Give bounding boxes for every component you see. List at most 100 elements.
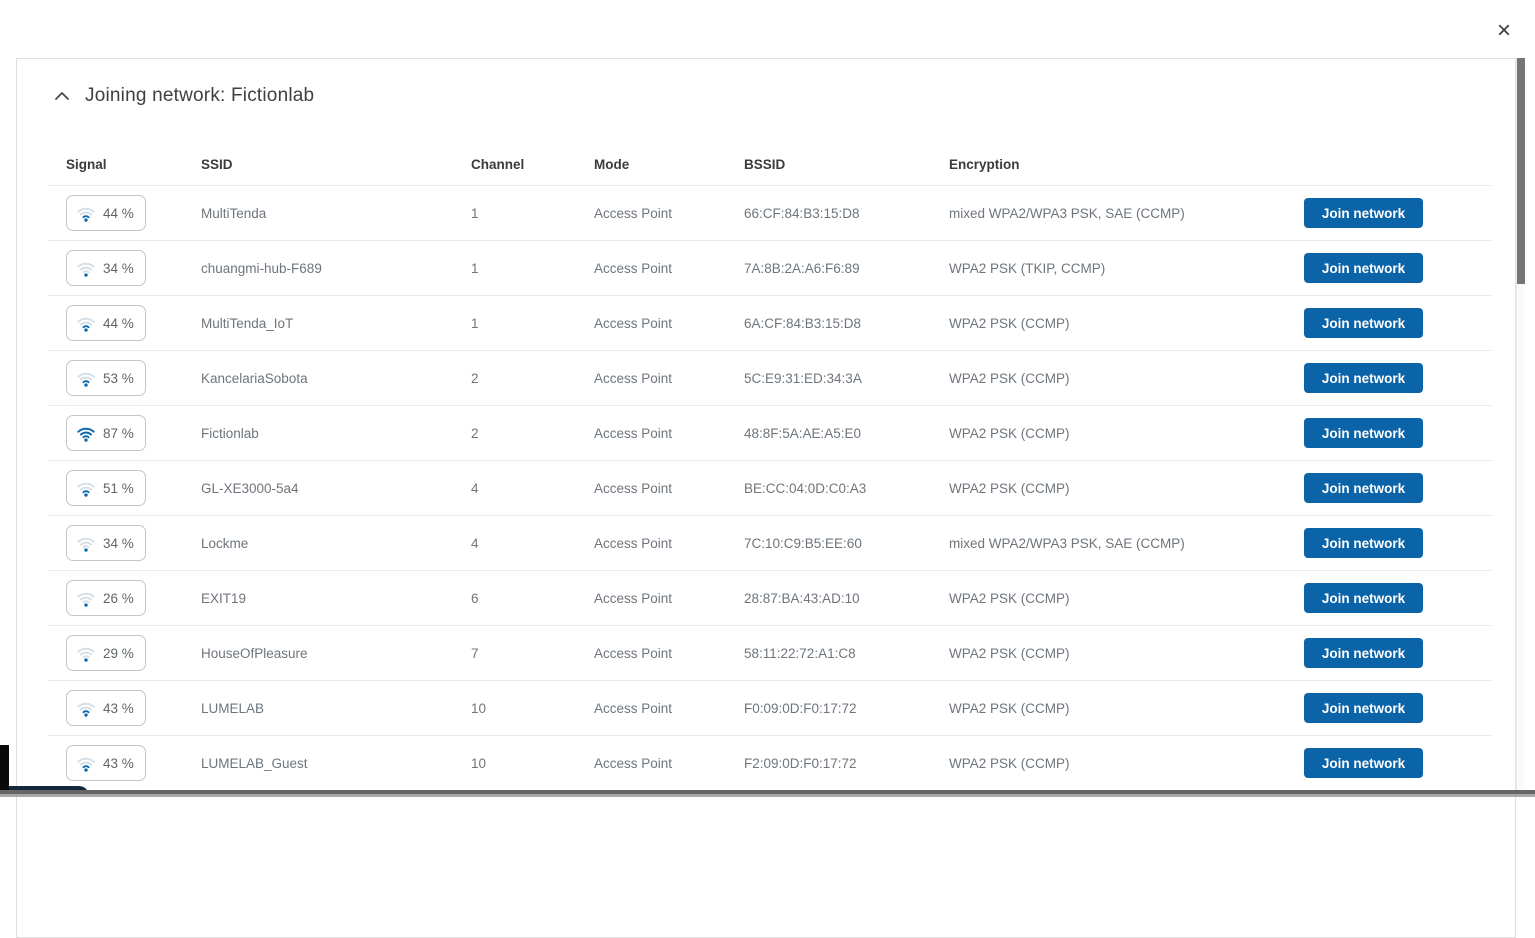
join-network-button[interactable]: Join network: [1304, 528, 1423, 558]
encryption-cell: mixed WPA2/WPA3 PSK, SAE (CCMP): [949, 536, 1291, 551]
mode-cell: Access Point: [594, 646, 744, 661]
channel-cell: 10: [471, 701, 594, 716]
wifi-icon: [76, 479, 96, 497]
wifi-icon: [76, 589, 96, 607]
bssid-cell: 5C:E9:31:ED:34:3A: [744, 371, 949, 386]
signal-badge: 51 %: [66, 470, 146, 506]
column-header-encryption: Encryption: [949, 157, 1291, 172]
page-edge-bar: [0, 790, 1535, 797]
encryption-cell: WPA2 PSK (CCMP): [949, 481, 1291, 496]
join-network-button[interactable]: Join network: [1304, 693, 1423, 723]
mode-cell: Access Point: [594, 536, 744, 551]
column-header-signal: Signal: [48, 157, 201, 172]
bssid-cell: 7C:10:C9:B5:EE:60: [744, 536, 949, 551]
wifi-icon: [76, 424, 96, 442]
join-network-button[interactable]: Join network: [1304, 198, 1423, 228]
table-row: 43 % LUMELAB_Guest 10 Access Point F2:09…: [48, 736, 1492, 791]
scrollbar-track[interactable]: [1516, 58, 1524, 797]
signal-badge: 43 %: [66, 745, 146, 781]
signal-badge: 44 %: [66, 195, 146, 231]
table-row: 87 % Fictionlab 2 Access Point 48:8F:5A:…: [48, 406, 1492, 461]
table-row: 53 % KancelariaSobota 2 Access Point 5C:…: [48, 351, 1492, 406]
signal-percentage: 34 %: [103, 261, 134, 276]
encryption-cell: WPA2 PSK (CCMP): [949, 591, 1291, 606]
bssid-cell: 48:8F:5A:AE:A5:E0: [744, 426, 949, 441]
signal-cell: 26 %: [48, 580, 201, 616]
bssid-cell: 7A:8B:2A:A6:F6:89: [744, 261, 949, 276]
table-row: 29 % HouseOfPleasure 7 Access Point 58:1…: [48, 626, 1492, 681]
signal-percentage: 87 %: [103, 426, 134, 441]
signal-badge: 43 %: [66, 690, 146, 726]
channel-cell: 1: [471, 206, 594, 221]
signal-percentage: 43 %: [103, 756, 134, 771]
bssid-cell: BE:CC:04:0D:C0:A3: [744, 481, 949, 496]
chevron-up-icon[interactable]: [54, 90, 70, 102]
actions-cell: Join network: [1291, 418, 1492, 448]
signal-percentage: 34 %: [103, 536, 134, 551]
actions-cell: Join network: [1291, 473, 1492, 503]
signal-cell: 44 %: [48, 305, 201, 341]
wifi-scan-section: Joining network: Fictionlab Signal SSID …: [16, 58, 1516, 938]
join-network-button[interactable]: Join network: [1304, 638, 1423, 668]
ssid-cell: LUMELAB_Guest: [201, 756, 471, 771]
join-network-button[interactable]: Join network: [1304, 473, 1423, 503]
join-network-button[interactable]: Join network: [1304, 253, 1423, 283]
wifi-icon: [76, 369, 96, 387]
wifi-icon: [76, 204, 96, 222]
signal-percentage: 43 %: [103, 701, 134, 716]
ssid-cell: MultiTenda: [201, 206, 471, 221]
signal-percentage: 51 %: [103, 481, 134, 496]
signal-badge: 53 %: [66, 360, 146, 396]
signal-percentage: 29 %: [103, 646, 134, 661]
page-title: Joining network: Fictionlab: [85, 85, 314, 107]
scrollbar-thumb[interactable]: [1517, 58, 1525, 284]
encryption-cell: WPA2 PSK (CCMP): [949, 756, 1291, 771]
encryption-cell: WPA2 PSK (CCMP): [949, 371, 1291, 386]
join-network-button[interactable]: Join network: [1304, 583, 1423, 613]
close-icon[interactable]: ×: [1491, 18, 1517, 44]
table-row: 51 % GL-XE3000-5a4 4 Access Point BE:CC:…: [48, 461, 1492, 516]
table-header-row: Signal SSID Channel Mode BSSID Encryptio…: [48, 144, 1492, 186]
table-row: 26 % EXIT19 6 Access Point 28:87:BA:43:A…: [48, 571, 1492, 626]
signal-badge: 26 %: [66, 580, 146, 616]
ssid-cell: KancelariaSobota: [201, 371, 471, 386]
signal-cell: 34 %: [48, 525, 201, 561]
table-row: 34 % chuangmi-hub-F689 1 Access Point 7A…: [48, 241, 1492, 296]
actions-cell: Join network: [1291, 528, 1492, 558]
ssid-cell: Fictionlab: [201, 426, 471, 441]
mode-cell: Access Point: [594, 756, 744, 771]
signal-badge: 34 %: [66, 525, 146, 561]
network-table-body: 44 % MultiTenda 1 Access Point 66:CF:84:…: [48, 186, 1492, 791]
signal-cell: 43 %: [48, 745, 201, 781]
mode-cell: Access Point: [594, 316, 744, 331]
ssid-cell: MultiTenda_IoT: [201, 316, 471, 331]
signal-badge: 34 %: [66, 250, 146, 286]
signal-percentage: 26 %: [103, 591, 134, 606]
actions-cell: Join network: [1291, 748, 1492, 778]
signal-cell: 44 %: [48, 195, 201, 231]
actions-cell: Join network: [1291, 253, 1492, 283]
join-network-button[interactable]: Join network: [1304, 418, 1423, 448]
signal-cell: 51 %: [48, 470, 201, 506]
mode-cell: Access Point: [594, 591, 744, 606]
join-network-button[interactable]: Join network: [1304, 748, 1423, 778]
channel-cell: 7: [471, 646, 594, 661]
join-network-button[interactable]: Join network: [1304, 363, 1423, 393]
encryption-cell: WPA2 PSK (TKIP, CCMP): [949, 261, 1291, 276]
bssid-cell: F2:09:0D:F0:17:72: [744, 756, 949, 771]
encryption-cell: WPA2 PSK (CCMP): [949, 316, 1291, 331]
ssid-cell: Lockme: [201, 536, 471, 551]
actions-cell: Join network: [1291, 308, 1492, 338]
actions-cell: Join network: [1291, 198, 1492, 228]
ssid-cell: GL-XE3000-5a4: [201, 481, 471, 496]
bssid-cell: F0:09:0D:F0:17:72: [744, 701, 949, 716]
signal-cell: 43 %: [48, 690, 201, 726]
join-network-button[interactable]: Join network: [1304, 308, 1423, 338]
table-row: 43 % LUMELAB 10 Access Point F0:09:0D:F0…: [48, 681, 1492, 736]
bssid-cell: 28:87:BA:43:AD:10: [744, 591, 949, 606]
signal-cell: 53 %: [48, 360, 201, 396]
wifi-icon: [76, 534, 96, 552]
actions-cell: Join network: [1291, 693, 1492, 723]
section-title-row: Joining network: Fictionlab: [54, 85, 1515, 107]
channel-cell: 4: [471, 536, 594, 551]
